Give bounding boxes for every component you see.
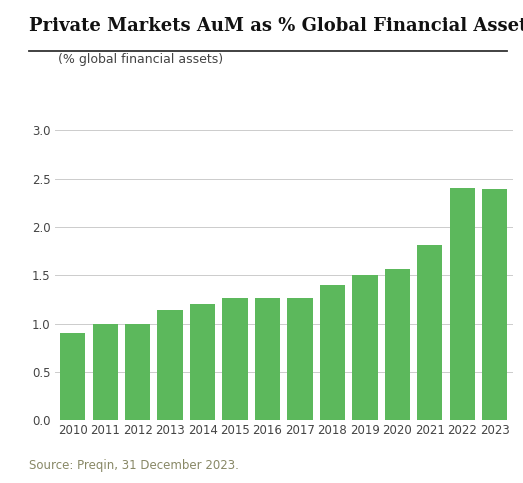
Bar xyxy=(352,275,378,420)
Bar xyxy=(60,333,85,420)
Text: (% global financial assets): (% global financial assets) xyxy=(58,53,223,66)
Bar xyxy=(222,298,248,420)
Text: Private Markets AuM as % Global Financial Assets: Private Markets AuM as % Global Financia… xyxy=(29,17,523,35)
Bar xyxy=(157,310,183,420)
Text: Source: Preqin, 31 December 2023.: Source: Preqin, 31 December 2023. xyxy=(29,459,238,472)
Bar xyxy=(255,298,280,420)
Bar xyxy=(190,304,215,420)
Bar xyxy=(417,245,442,420)
Bar xyxy=(450,188,475,420)
Bar xyxy=(287,298,313,420)
Bar xyxy=(384,269,410,420)
Bar xyxy=(125,324,150,420)
Bar xyxy=(482,189,507,420)
Bar xyxy=(320,285,345,420)
Bar xyxy=(93,324,118,420)
